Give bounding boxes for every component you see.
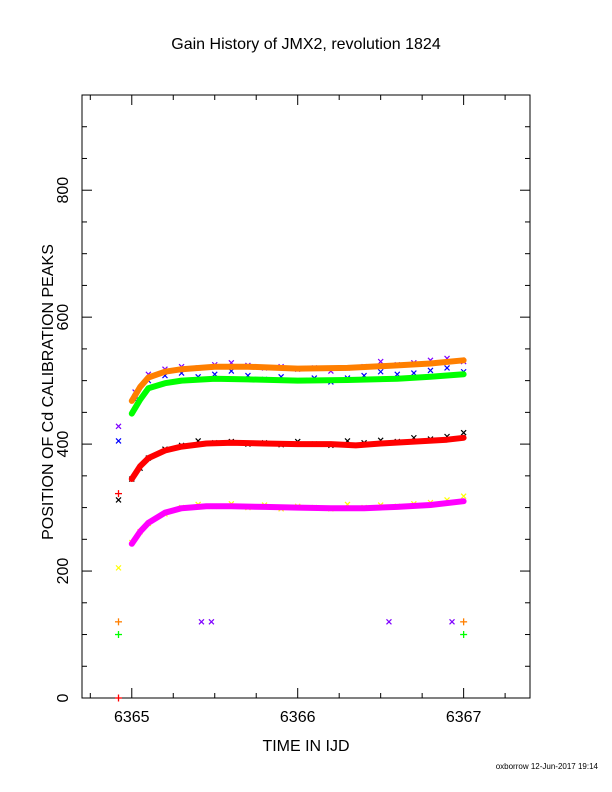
chart-title: Gain History of JMX2, revolution 1824	[171, 36, 441, 53]
y-tick-label: 200	[55, 558, 72, 585]
y-tick-label: 0	[55, 693, 72, 702]
data-point	[449, 618, 455, 625]
data-point	[427, 367, 434, 374]
y-tick-label: 600	[55, 304, 72, 331]
x-axis-label: TIME IN IJD	[262, 738, 350, 755]
data-point	[115, 423, 122, 430]
y-axis-label: POSITION OF Cd CALIBRATION PEAKS	[40, 244, 57, 540]
data-point	[115, 497, 122, 503]
data-point	[460, 618, 468, 626]
data-point	[460, 429, 467, 436]
data-point	[460, 493, 467, 500]
series-line	[128, 434, 467, 482]
data-point	[198, 618, 205, 625]
data-point	[115, 694, 123, 702]
data-point	[115, 438, 122, 444]
data-point	[208, 618, 215, 625]
axis-tick-labels: 0 200 400 600 800 6365 6366 6367	[55, 177, 482, 726]
y-tick-label: 400	[55, 431, 72, 458]
series-line	[128, 498, 467, 547]
data-point	[460, 631, 468, 639]
x-tick-label: 6365	[114, 709, 150, 726]
data-point	[377, 368, 384, 375]
footer-credit: oxborrow 12-Jun-2017 19:14	[495, 762, 598, 771]
series-line	[128, 371, 467, 417]
plot-frame	[81, 94, 531, 699]
chart-marks	[115, 355, 468, 702]
data-point	[115, 618, 123, 626]
data-point	[115, 564, 122, 571]
x-tick-label: 6367	[446, 709, 482, 726]
axis-ticks	[82, 95, 530, 699]
x-tick-label: 6366	[280, 709, 316, 726]
y-tick-label: 800	[55, 177, 72, 204]
data-point	[444, 365, 450, 371]
data-point	[115, 631, 123, 639]
data-point	[386, 618, 392, 625]
data-point	[115, 490, 123, 498]
series-line	[128, 357, 467, 404]
